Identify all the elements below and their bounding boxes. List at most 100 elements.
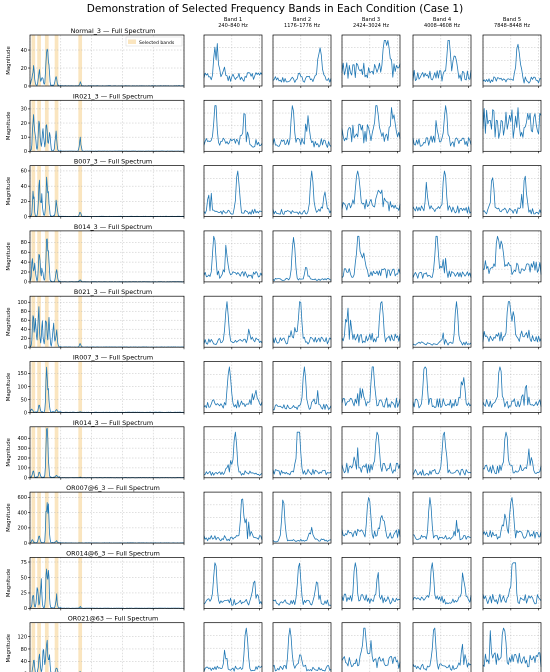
full-spectrum-frame <box>29 295 185 348</box>
band-trace <box>203 43 263 82</box>
band-panel <box>341 491 401 546</box>
full-spectrum-trace <box>29 502 185 544</box>
full-spectrum-title: OR007@6_3 — Full Spectrum <box>66 484 160 492</box>
selected-band-span <box>54 426 59 478</box>
band-trace <box>272 105 332 148</box>
band-frame <box>412 34 472 87</box>
band-panel <box>341 361 401 415</box>
band-trace <box>272 562 332 606</box>
selected-band-span <box>31 492 36 544</box>
full-spectrum-title: B021_3 — Full Spectrum <box>74 288 152 296</box>
selected-band-span <box>78 100 83 152</box>
y-tick-label: 30 <box>21 107 27 113</box>
band-panel <box>412 426 472 480</box>
band-panel: 242427123000Frequency (Hz) <box>341 622 401 672</box>
selected-band-span <box>54 165 59 217</box>
condition-row: B021_3 — Full Spectrum 0 20 40 60 80 100 Magnit… <box>6 288 542 351</box>
y-tick-label: 20 <box>21 121 27 127</box>
band-panel <box>412 99 472 154</box>
band-trace <box>482 107 542 139</box>
y-tick-label: 20 <box>21 336 27 342</box>
band-trace <box>203 235 263 279</box>
y-tick-label: 0 <box>24 214 27 220</box>
band-frame <box>482 165 542 217</box>
y-tick-label: 400 <box>17 510 27 516</box>
selected-band-span <box>44 296 49 348</box>
band-frame <box>412 361 472 413</box>
band-frame <box>203 295 263 348</box>
band-frame <box>203 622 263 672</box>
selected-band-span <box>31 230 36 282</box>
band-header-range: 4008–4608 Hz <box>424 23 460 29</box>
band-panel <box>482 557 542 611</box>
selected-band-span <box>44 230 49 282</box>
y-tick-label: 40 <box>21 184 27 190</box>
band-trace <box>412 105 472 148</box>
band-frame <box>482 34 542 87</box>
band-trace <box>341 235 401 279</box>
band-frame <box>272 361 332 413</box>
band-trace <box>272 237 332 282</box>
full-spectrum-frame <box>29 622 185 672</box>
band-frame <box>482 426 542 479</box>
selected-band-span <box>31 35 36 86</box>
band-trace <box>482 627 542 668</box>
y-axis-label: Magnitude <box>6 46 12 75</box>
selected-band-span <box>31 557 36 609</box>
band-frame <box>203 230 263 283</box>
band-panel <box>482 426 542 480</box>
band-panel <box>203 426 263 480</box>
full-spectrum-frame <box>29 165 185 217</box>
y-tick-label: 80 <box>21 309 27 315</box>
y-tick-label: 0 <box>24 410 27 416</box>
selected-band-span <box>31 622 36 672</box>
y-tick-label: 300 <box>17 446 27 452</box>
band-trace <box>482 235 542 275</box>
selected-band-span <box>78 361 83 413</box>
selected-band-span <box>37 622 41 672</box>
band-trace <box>341 105 401 144</box>
band-trace <box>412 627 472 671</box>
y-axis-label: Magnitude <box>6 307 12 336</box>
y-tick-label: 150 <box>17 371 27 377</box>
band-trace <box>203 366 263 409</box>
y-tick-label: 20 <box>21 199 27 205</box>
band-header-title: Band 4 <box>433 17 452 23</box>
selected-band-span <box>54 296 59 348</box>
band-panel <box>341 99 401 154</box>
band-header-range: 1176–1776 Hz <box>284 23 320 29</box>
band-trace <box>482 175 542 215</box>
condition-row: B007_3 — Full Spectrum 0 20 40 60 Magnitude <box>6 158 542 220</box>
band-frame <box>341 622 401 672</box>
band-panel <box>412 230 472 284</box>
full-spectrum-trace <box>29 114 185 152</box>
band-frame <box>482 622 542 672</box>
band-trace <box>412 562 472 605</box>
band-panel <box>203 165 263 219</box>
full-spectrum-frame <box>29 99 185 152</box>
band-trace <box>203 627 263 672</box>
y-tick-label: 60 <box>21 318 27 324</box>
full-spectrum-trace <box>31 639 82 672</box>
y-tick-label: 100 <box>17 384 27 390</box>
y-tick-label: 100 <box>17 466 27 472</box>
band-panel <box>272 295 332 350</box>
y-axis-label: Magnitude <box>6 111 12 140</box>
band-panel <box>412 34 472 88</box>
selected-band-span <box>44 361 49 413</box>
selected-band-span <box>54 557 59 609</box>
y-tick-label: 120 <box>17 634 27 640</box>
y-tick-label: 60 <box>21 169 27 175</box>
selected-band-span <box>54 492 59 544</box>
band-frame <box>203 99 263 152</box>
band-panel <box>272 34 332 88</box>
y-tick-label: 25 <box>21 591 27 597</box>
selected-band-span <box>78 622 83 672</box>
band-panel <box>482 230 542 284</box>
band-header-range: 240–840 Hz <box>218 23 248 29</box>
full-spectrum-frame <box>29 491 185 544</box>
band-panel <box>482 34 542 88</box>
band-frame <box>412 491 472 544</box>
legend-swatch <box>128 39 136 44</box>
